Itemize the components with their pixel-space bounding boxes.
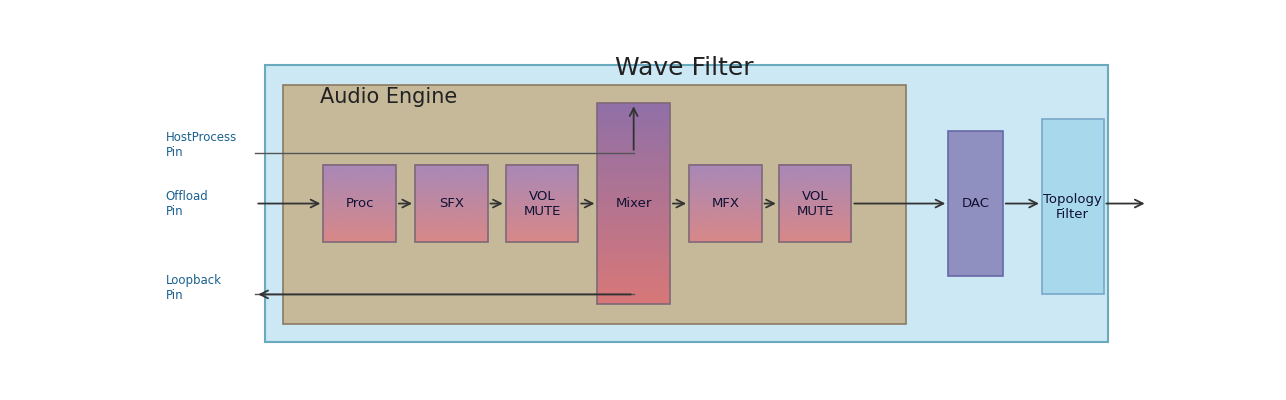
Text: MFX: MFX bbox=[711, 197, 739, 210]
Bar bbox=[689, 165, 761, 242]
Text: Audio Engine: Audio Engine bbox=[320, 87, 458, 107]
Text: HostProcess
Pin: HostProcess Pin bbox=[166, 131, 237, 159]
Text: Offload
Pin: Offload Pin bbox=[166, 190, 208, 218]
Bar bbox=[323, 165, 396, 242]
Text: VOL
MUTE: VOL MUTE bbox=[796, 190, 833, 218]
Bar bbox=[948, 131, 1003, 276]
Bar bbox=[505, 165, 579, 242]
Text: Wave Filter: Wave Filter bbox=[615, 56, 754, 80]
Bar bbox=[779, 165, 851, 242]
Bar bbox=[265, 65, 1107, 342]
Text: SFX: SFX bbox=[439, 197, 464, 210]
Text: Proc: Proc bbox=[346, 197, 374, 210]
Text: Loopback
Pin: Loopback Pin bbox=[166, 274, 221, 302]
Bar bbox=[1042, 119, 1103, 294]
Text: VOL
MUTE: VOL MUTE bbox=[523, 190, 561, 218]
Text: Topology
Filter: Topology Filter bbox=[1043, 193, 1102, 221]
Bar bbox=[283, 85, 907, 324]
Bar bbox=[415, 165, 487, 242]
Bar bbox=[597, 104, 670, 304]
Text: DAC: DAC bbox=[962, 197, 989, 210]
Text: Mixer: Mixer bbox=[616, 197, 652, 210]
